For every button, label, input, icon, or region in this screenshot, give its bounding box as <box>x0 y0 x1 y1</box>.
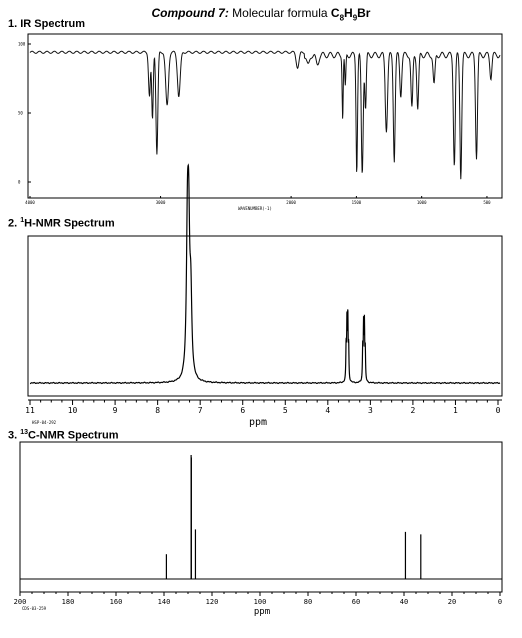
cnmr-section-label: C-NMR Spectrum <box>28 429 119 442</box>
molecular-formula: C8H9Br <box>330 6 371 23</box>
hnmr-x-ticks: 11 10 9 8 7 6 5 4 3 2 1 0 <box>25 400 501 415</box>
cnmr-x-tick-label: 180 <box>62 598 75 606</box>
hnmr-x-tick-label: 0 <box>496 406 501 415</box>
ir-y-ticks: 0 50 100 <box>18 42 31 185</box>
hnmr-trace <box>29 163 501 385</box>
hnmr-x-axis-label: ppm <box>249 417 267 428</box>
ir-plot-frame <box>27 33 503 199</box>
cnmr-isotope: 13 <box>20 429 29 436</box>
hnmr-section-label: H-NMR Spectrum <box>24 217 115 230</box>
hnmr-chart: 11 10 9 8 7 6 5 4 3 2 1 0 ppm HSP-04-292 <box>25 163 503 428</box>
cnmr-x-tick-label: 120 <box>206 598 219 606</box>
ir-y-tick-label: 100 <box>18 42 26 47</box>
formula-count-c: 8 <box>339 13 345 23</box>
hnmr-x-tick-label: 7 <box>198 406 203 415</box>
ir-chart: 4000 3000 2000 1500 1000 500 0 50 100 WAVENUMBE… <box>18 33 503 211</box>
ir-x-tick-label: 1000 <box>417 200 427 205</box>
hnmr-x-tick-label: 3 <box>368 406 373 415</box>
hnmr-x-tick-label: 6 <box>240 406 245 415</box>
cnmr-section-title: 3. 13C-NMR Spectrum <box>8 429 119 442</box>
hnmr-x-tick-label: 4 <box>325 406 330 415</box>
hnmr-isotope: 1 <box>20 217 25 224</box>
ir-x-tick-label: 500 <box>483 200 491 205</box>
cnmr-chart: 200 180 160 140 120 100 80 60 40 20 0 ppm CDS-03-2… <box>14 441 503 617</box>
cnmr-x-axis-label: ppm <box>254 607 270 617</box>
ir-trace <box>29 50 501 180</box>
hnmr-x-tick-label: 5 <box>283 406 288 415</box>
hnmr-section-title: 2. 1H-NMR Spectrum <box>8 217 115 230</box>
cnmr-plot-frame <box>19 441 503 593</box>
ir-x-axis-label: WAVENUMBER(-1) <box>238 206 272 211</box>
ir-section-title: 1. IR Spectrum <box>8 18 86 30</box>
cnmr-x-tick-label: 200 <box>14 598 27 606</box>
formula-element-c: C <box>330 6 340 20</box>
formula-count-h: 9 <box>352 13 358 23</box>
compound-label: Compound 7: <box>151 6 229 20</box>
ir-x-tick-label: 2000 <box>286 200 296 205</box>
formula-label: Molecular formula <box>232 6 328 20</box>
hnmr-x-tick-label: 10 <box>68 406 78 415</box>
ir-x-tick-label: 4000 <box>25 200 35 205</box>
cnmr-x-tick-label: 100 <box>254 598 267 606</box>
cnmr-x-tick-label: 60 <box>352 598 360 606</box>
page-title: Compound 7: Molecular formula C8H9Br <box>0 6 522 22</box>
ir-x-tick-label: 1500 <box>352 200 362 205</box>
hnmr-plot-frame <box>27 235 503 397</box>
hnmr-x-tick-label: 8 <box>155 406 160 415</box>
cnmr-x-tick-label: 140 <box>158 598 171 606</box>
hnmr-spectrum-code: HSP-04-292 <box>32 420 57 425</box>
cnmr-peaks <box>165 455 422 579</box>
cnmr-x-tick-label: 20 <box>448 598 456 606</box>
cnmr-section-number: 3. <box>8 429 18 442</box>
formula-element-h: H <box>344 6 353 20</box>
ir-x-tick-label: 3000 <box>156 200 166 205</box>
cnmr-x-tick-label: 40 <box>400 598 408 606</box>
ir-y-tick-label: 0 <box>18 180 21 185</box>
cnmr-x-tick-label: 0 <box>498 598 502 606</box>
ir-x-ticks: 4000 3000 2000 1500 1000 500 <box>25 196 491 205</box>
hnmr-x-tick-label: 11 <box>25 406 35 415</box>
cnmr-x-tick-label: 80 <box>304 598 312 606</box>
hnmr-x-tick-label: 2 <box>410 406 415 415</box>
hnmr-x-tick-label: 1 <box>453 406 458 415</box>
cnmr-x-ticks: 200 180 160 140 120 100 80 60 40 20 0 <box>14 592 502 606</box>
ir-y-tick-label: 50 <box>18 111 23 116</box>
formula-element-br: Br <box>357 6 371 20</box>
cnmr-x-tick-label: 160 <box>110 598 123 606</box>
hnmr-x-tick-label: 9 <box>113 406 118 415</box>
hnmr-section-number: 2. <box>8 217 18 230</box>
cnmr-spectrum-code: CDS-03-259 <box>22 606 47 611</box>
